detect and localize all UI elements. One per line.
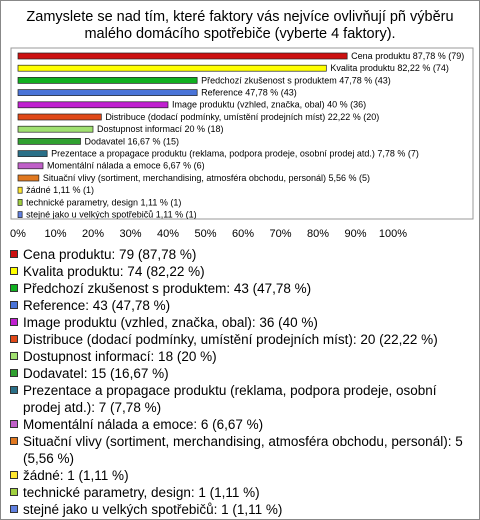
legend-item: Cena produktu: 79 (87,78 %): [9, 246, 471, 263]
legend-swatch: [10, 335, 18, 343]
bar: [17, 52, 348, 60]
x-tick-label: 100%: [379, 228, 407, 240]
legend-swatch: [10, 250, 18, 258]
legend-item: Image produktu (vzhled, značka, obal): 3…: [9, 314, 471, 331]
bar: [17, 138, 81, 145]
bar-label: Prezentace a propagace produktu (reklama…: [51, 148, 419, 158]
legend-label: Předchozí zkušenost s produktem: 43 (47,…: [23, 281, 312, 296]
bar-label: Kvalita produktu 82,22 % (74): [330, 63, 449, 73]
bar-label: žádné 1,11 % (1): [26, 185, 94, 195]
x-tick-label: 40%: [157, 228, 179, 240]
x-tick-label: 10%: [44, 228, 66, 240]
x-tick-label: 0%: [10, 228, 26, 240]
legend-swatch: [10, 505, 18, 513]
x-tick-label: 90%: [344, 228, 366, 240]
bar-label: Dodavatel 16,67 % (15): [85, 136, 180, 146]
legend-item: žádné: 1 (1,11 %): [9, 467, 471, 484]
legend-label: žádné: 1 (1,11 %): [23, 468, 129, 483]
legend-label: Situační vlivy (sortiment, merchandising…: [23, 434, 463, 466]
legend-item: Předchozí zkušenost s produktem: 43 (47,…: [9, 280, 471, 297]
bar-label: Cena produktu 87,78 % (79): [351, 51, 464, 61]
x-tick-label: 70%: [269, 228, 291, 240]
legend-swatch: [10, 488, 18, 496]
x-tick-label: 80%: [307, 228, 329, 240]
bar: [17, 101, 169, 109]
bar-label: Distribuce (dodací podmínky, umístění pr…: [105, 112, 379, 122]
bar-label: Image produktu (vzhled, značka, obal) 40…: [172, 100, 366, 110]
legend-item: technické parametry, design: 1 (1,11 %): [9, 484, 471, 501]
legend-label: technické parametry, design: 1 (1,11 %): [23, 485, 260, 500]
legend-label: Dodavatel: 15 (16,67 %): [23, 366, 169, 381]
x-tick-label: 20%: [82, 228, 104, 240]
legend-swatch: [10, 267, 18, 275]
legend-swatch: [10, 352, 18, 360]
bar: [17, 162, 44, 170]
chart-title: Zamyslete se nad tím, které faktory vás …: [26, 9, 454, 42]
legend-label: Prezentace a propagace produktu (reklama…: [23, 383, 437, 415]
legend-swatch: [10, 386, 18, 394]
legend-label: stejné jako u velkých spotřebičů: 1 (1,1…: [23, 502, 283, 517]
chart: 0% 10% 20% 30% 40% 50% 60% 70% 80% 90% 100% Cena pr…: [10, 47, 474, 240]
legend-label: Dostupnost informací: 18 (20 %): [23, 349, 217, 364]
x-tick-label: 50%: [194, 228, 216, 240]
legend-swatch: [10, 369, 18, 377]
plot-frame: [10, 47, 474, 220]
legend-item: stejné jako u velkých spotřebičů: 1 (1,1…: [9, 501, 471, 518]
legend-label: Reference: 43 (47,78 %): [23, 298, 171, 313]
bar: [17, 125, 94, 133]
legend-label: Kvalita produktu: 74 (82,22 %): [23, 264, 205, 279]
bar: [17, 113, 102, 121]
bar: [17, 199, 23, 206]
bar-label: Situační vlivy (sortiment, merchandising…: [43, 173, 370, 183]
bar: [17, 89, 198, 96]
legend: Cena produktu: 79 (87,78 %) Kvalita produ…: [9, 246, 471, 518]
bar: [17, 174, 40, 182]
legend-item: Situační vlivy (sortiment, merchandising…: [9, 433, 471, 467]
bar-label: Předchozí zkušenost s produktem 47,78 % …: [201, 75, 391, 85]
legend-swatch: [10, 420, 18, 428]
legend-item: Prezentace a propagace produktu (reklama…: [9, 382, 471, 416]
legend-swatch: [10, 318, 18, 326]
bar-label: Reference 47,78 % (43): [201, 87, 297, 97]
legend-item: Kvalita produktu: 74 (82,22 %): [9, 263, 471, 280]
legend-item: Momentální nálada a emoce: 6 (6,67 %): [9, 416, 471, 433]
bar-label: Momentální nálada a emoce 6,67 % (6): [47, 161, 205, 171]
legend-item: Dostupnost informací: 18 (20 %): [9, 348, 471, 365]
legend-swatch: [10, 301, 18, 309]
bar: [17, 150, 48, 157]
legend-label: Momentální nálada a emoce: 6 (6,67 %): [23, 417, 264, 432]
x-tick-label: 60%: [232, 228, 254, 240]
legend-swatch: [10, 284, 18, 292]
bar: [17, 77, 198, 84]
legend-label: Distribuce (dodací podmínky, umístění pr…: [23, 332, 438, 347]
bar-label: stejné jako u velkých spotřebičů 1,11 % …: [26, 209, 196, 219]
bar: [17, 64, 327, 72]
legend-item: Dodavatel: 15 (16,67 %): [9, 365, 471, 382]
bar: [17, 211, 23, 218]
legend-item: Distribuce (dodací podmínky, umístění pr…: [9, 331, 471, 348]
legend-swatch: [10, 471, 18, 479]
legend-label: Image produktu (vzhled, značka, obal): 3…: [23, 315, 318, 330]
bar-label: Dostupnost informací 20 % (18): [97, 124, 224, 134]
bar-label: technické parametry, design 1,11 % (1): [26, 197, 181, 207]
legend-label: Cena produktu: 79 (87,78 %): [23, 247, 197, 262]
legend-swatch: [10, 437, 18, 445]
legend-item: Reference: 43 (47,78 %): [9, 297, 471, 314]
bar: [17, 186, 23, 194]
x-tick-label: 30%: [119, 228, 141, 240]
